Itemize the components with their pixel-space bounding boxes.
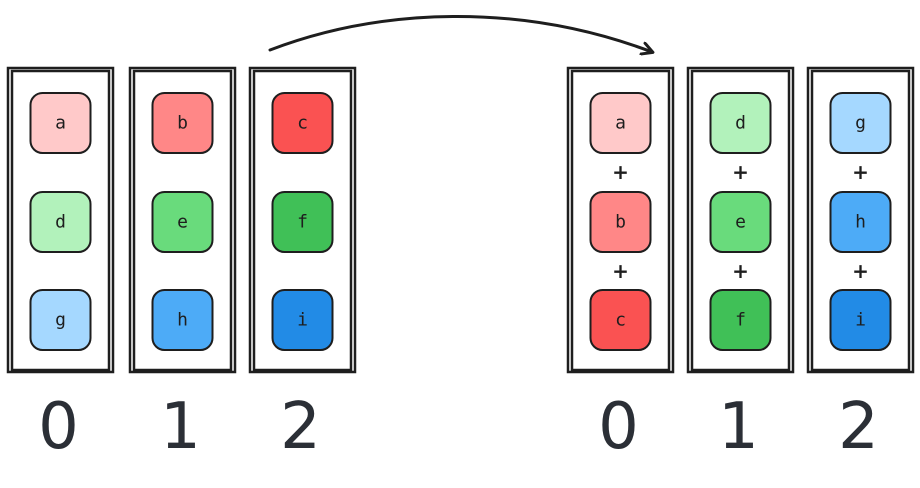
cell-box bbox=[709, 92, 772, 154]
cell-box bbox=[709, 289, 772, 351]
column-index-label: 2 bbox=[280, 390, 321, 464]
cell-box bbox=[29, 92, 92, 154]
right-group: a b c + +0 d e f + +1 g h i + +2 bbox=[566, 66, 915, 464]
cell-e: e bbox=[151, 191, 214, 253]
plus-operator: + bbox=[732, 259, 749, 283]
column-frame bbox=[6, 66, 115, 374]
cell-box bbox=[829, 191, 892, 253]
cell-label: d bbox=[55, 212, 66, 233]
plus-operator: + bbox=[732, 160, 749, 184]
cell-label: g bbox=[855, 113, 866, 134]
column-index-label: 0 bbox=[598, 390, 639, 464]
column-index-label: 0 bbox=[38, 390, 79, 464]
cell-box bbox=[829, 289, 892, 351]
cell-a: a bbox=[29, 92, 92, 154]
cell-h: h bbox=[151, 289, 214, 351]
column-frame-inner bbox=[252, 69, 353, 372]
cell-label: h bbox=[177, 310, 188, 331]
left-group-column-0: a d g 0 bbox=[6, 66, 115, 464]
cell-box bbox=[29, 191, 92, 253]
cell-f: f bbox=[271, 191, 334, 253]
right-group-column-2: g h i + +2 bbox=[806, 66, 915, 464]
column-index-label: 1 bbox=[160, 390, 201, 464]
cell-box bbox=[589, 191, 652, 253]
plus-operator: + bbox=[852, 160, 869, 184]
cell-box bbox=[151, 289, 214, 351]
cell-f: f bbox=[709, 289, 772, 351]
cell-box bbox=[589, 92, 652, 154]
column-frame-inner bbox=[810, 69, 911, 372]
cell-c: c bbox=[589, 289, 652, 351]
cell-a: a bbox=[589, 92, 652, 154]
cell-label: d bbox=[735, 113, 746, 134]
cell-label: e bbox=[177, 212, 188, 233]
cell-label: b bbox=[615, 212, 626, 233]
cell-b: b bbox=[151, 92, 214, 154]
cell-label: i bbox=[855, 310, 866, 331]
column-index-label: 2 bbox=[838, 390, 879, 464]
column-frame bbox=[686, 66, 795, 374]
plus-operator: + bbox=[852, 259, 869, 283]
cell-i: i bbox=[829, 289, 892, 351]
cell-box bbox=[271, 289, 334, 351]
right-group-column-0: a b c + +0 bbox=[566, 66, 675, 464]
cell-box bbox=[151, 191, 214, 253]
column-frame-inner bbox=[570, 69, 671, 372]
cell-label: g bbox=[55, 310, 66, 331]
column-frame-inner bbox=[132, 69, 233, 372]
cell-d: d bbox=[709, 92, 772, 154]
column-frame bbox=[806, 66, 915, 374]
plus-operator: + bbox=[612, 259, 629, 283]
cell-c: c bbox=[271, 92, 334, 154]
cell-label: h bbox=[855, 212, 866, 233]
cell-h: h bbox=[829, 191, 892, 253]
cell-box bbox=[709, 191, 772, 253]
left-group-column-1: b e h 1 bbox=[128, 66, 237, 464]
cell-label: a bbox=[55, 113, 66, 134]
column-frame bbox=[128, 66, 237, 374]
cell-e: e bbox=[709, 191, 772, 253]
cell-box bbox=[151, 92, 214, 154]
right-group-column-1: d e f + +1 bbox=[686, 66, 795, 464]
cell-label: f bbox=[735, 310, 746, 331]
cell-box bbox=[271, 92, 334, 154]
column-frame bbox=[566, 66, 675, 374]
cell-box bbox=[829, 92, 892, 154]
cell-g: g bbox=[829, 92, 892, 154]
column-frame-inner bbox=[10, 69, 111, 372]
cell-label: e bbox=[735, 212, 746, 233]
column-frame-inner bbox=[690, 69, 791, 372]
left-group: a d g 0 b e h 1 c f i 2 bbox=[6, 66, 357, 464]
cell-label: i bbox=[297, 310, 308, 331]
column-index-label: 1 bbox=[718, 390, 759, 464]
cell-d: d bbox=[29, 191, 92, 253]
column-frame bbox=[248, 66, 357, 374]
cell-label: c bbox=[297, 113, 308, 134]
cell-g: g bbox=[29, 289, 92, 351]
transform-arrow bbox=[268, 15, 652, 52]
cell-label: a bbox=[615, 113, 626, 134]
cell-box bbox=[271, 191, 334, 253]
cell-b: b bbox=[589, 191, 652, 253]
cell-label: c bbox=[615, 310, 626, 331]
cell-label: b bbox=[177, 113, 188, 134]
cell-box bbox=[589, 289, 652, 351]
cell-box bbox=[29, 289, 92, 351]
plus-operator: + bbox=[612, 160, 629, 184]
cell-i: i bbox=[271, 289, 334, 351]
cell-label: f bbox=[297, 212, 308, 233]
left-group-column-2: c f i 2 bbox=[248, 66, 357, 464]
